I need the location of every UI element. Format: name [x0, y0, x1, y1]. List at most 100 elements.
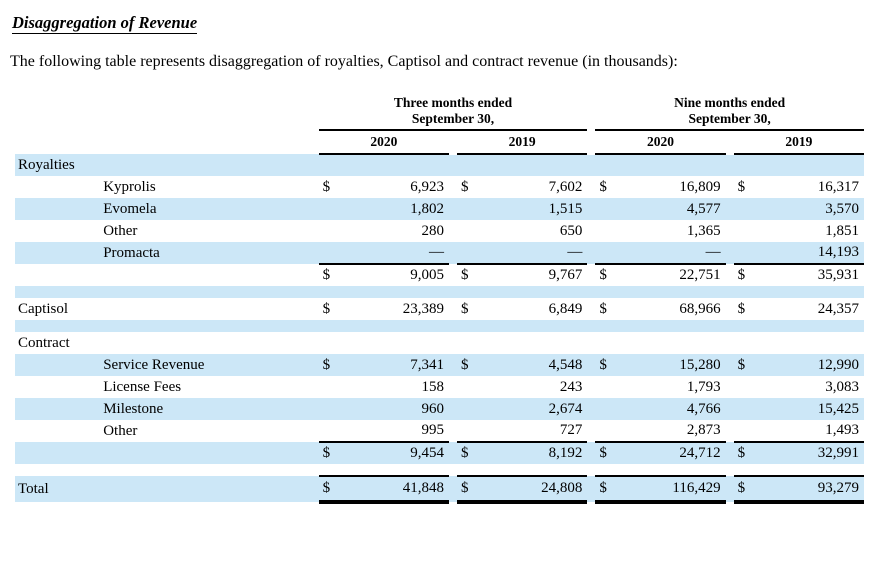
value-cell: 116,429 [623, 475, 726, 504]
gap-cell [449, 376, 457, 398]
value-cell: 158 [421, 378, 444, 395]
dollar-sign [318, 398, 347, 420]
gap-cell [449, 130, 457, 154]
gap-cell [726, 130, 734, 154]
year-header: 2020 [318, 130, 449, 155]
value-cell: 35,931 [761, 263, 864, 286]
dollar-sign [734, 376, 762, 398]
row-label: Other [103, 422, 138, 439]
indent-cell [15, 398, 101, 420]
value-cell: 3,570 [761, 198, 864, 220]
gap-cell [587, 442, 596, 464]
table-header: Three months ended Nine months ended Sep… [15, 94, 864, 155]
value-cell: 32,991 [761, 441, 864, 464]
dollar-sign [734, 420, 762, 442]
value-cell: 14,193 [761, 242, 864, 264]
dollar-sign [595, 198, 624, 220]
period-header-nine-months: Nine months ended [674, 94, 786, 110]
value-cell: 960 [346, 398, 449, 420]
value-cell: 4,548 [485, 354, 588, 376]
row-label: Total [15, 476, 319, 502]
dollar-sign: $ [460, 300, 469, 317]
value-cell: 9,005 [346, 263, 449, 286]
year-header: 2019 [456, 130, 588, 155]
header-spacer [15, 94, 319, 111]
indent-cell [15, 354, 101, 376]
value-cell: 9,767 [485, 263, 588, 286]
value-cell: 24,808 [485, 475, 588, 504]
gap-cell [726, 376, 734, 398]
gap-cell [725, 354, 734, 376]
gap-cell [587, 176, 595, 198]
gap-cell [587, 420, 595, 442]
table-row: Service Revenue $7,341 $4,548 $15,280 $12,99… [15, 354, 864, 376]
value-cell: 41,848 [346, 475, 449, 504]
dollar-sign: $ [595, 441, 624, 464]
dollar-sign: $ [595, 354, 624, 376]
indent-cell [15, 220, 100, 242]
dollar-sign [733, 198, 762, 220]
table-row: Evomela 1,802 1,515 4,577 3,570 [15, 198, 864, 220]
value-cell: 1,793 [686, 378, 721, 395]
gap-cell [449, 420, 457, 442]
indent-cell [15, 420, 100, 442]
value-cell: 68,966 [679, 300, 721, 317]
dollar-sign: $ [460, 178, 469, 195]
gap-cell [449, 220, 457, 242]
gap-cell [449, 176, 457, 198]
value-cell: — [485, 242, 588, 264]
period-date-three-months: September 30, [318, 111, 588, 131]
gap-cell [587, 354, 596, 376]
spacer-row [15, 320, 864, 332]
dollar-sign: $ [733, 263, 762, 286]
value-cell: 3,083 [825, 378, 859, 395]
period-header-row-2: September 30, September 30, [15, 111, 864, 131]
row-label: Royalties [15, 154, 319, 176]
table-row: Total $41,848 $24,808 $116,429 $93,279 [15, 475, 864, 504]
spacer-cell [15, 320, 864, 332]
gap-cell [725, 242, 734, 264]
dollar-sign: $ [733, 441, 762, 464]
value-cell: 1,851 [825, 222, 859, 239]
period-header-row-1: Three months ended Nine months ended [15, 94, 864, 111]
value-cell: — [346, 242, 449, 264]
gap-cell [587, 111, 595, 130]
dollar-sign: $ [318, 354, 347, 376]
value-cell: — [623, 242, 726, 264]
dollar-sign: $ [456, 354, 486, 376]
row-label: Contract [18, 334, 70, 351]
row-label: Other [103, 222, 138, 239]
value-cell: 280 [421, 222, 444, 239]
period-header-three-months: Three months ended [393, 94, 513, 110]
spacer-row [15, 464, 864, 476]
gap-cell [725, 442, 734, 464]
value-cell: 15,425 [761, 398, 864, 420]
dollar-sign [319, 220, 347, 242]
gap-cell [448, 442, 457, 464]
value-cell: 6,923 [410, 178, 444, 195]
table-row: Other 995 727 2,873 1,493 [15, 420, 864, 442]
gap-cell [449, 298, 457, 320]
dollar-sign [595, 420, 623, 442]
row-label: Milestone [100, 398, 319, 420]
gap-cell [587, 130, 595, 154]
row-label: Kyprolis [103, 178, 156, 195]
value-cell: 16,809 [679, 178, 721, 195]
value-cell: 22,751 [623, 263, 726, 286]
dollar-sign [318, 198, 347, 220]
year-header: 2019 [733, 130, 864, 155]
page-title-text: Disaggregation of Revenue [12, 13, 198, 34]
gap-cell [587, 298, 595, 320]
value-cell: 243 [559, 378, 583, 395]
gap-cell [587, 264, 595, 286]
value-cell: 15,280 [623, 354, 726, 376]
gap-cell [448, 198, 457, 220]
spacer-cell [15, 286, 864, 298]
dollar-sign: $ [322, 178, 331, 195]
dollar-sign: $ [456, 441, 486, 464]
gap-cell [587, 376, 595, 398]
value-cell: 4,766 [623, 398, 726, 420]
gap-cell [587, 398, 596, 420]
row-label: Service Revenue [100, 354, 319, 376]
header-spacer [15, 130, 319, 154]
